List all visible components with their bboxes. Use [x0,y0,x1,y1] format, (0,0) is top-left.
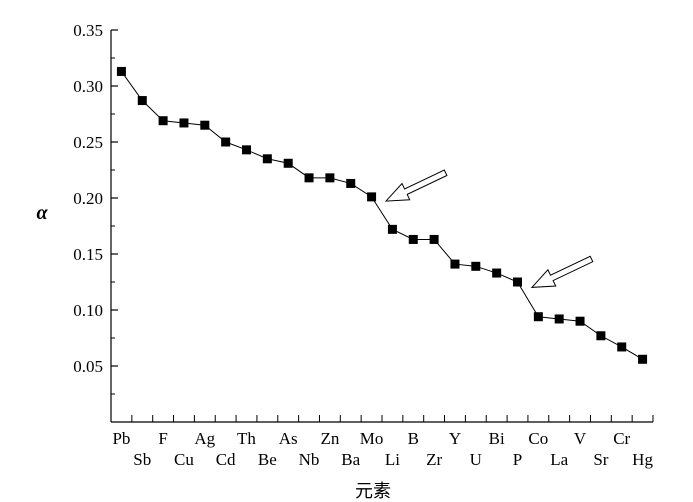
data-point [116,66,126,76]
data-point [617,342,627,352]
data-point [638,354,648,364]
x-tick-label: Cd [216,450,236,469]
y-tick-label: 0.10 [73,301,103,320]
series-line [121,71,643,360]
x-tick-label: Mo [360,429,384,448]
x-tick-label: Nb [299,450,320,469]
data-point [554,314,564,324]
data-point [575,316,585,326]
data-point [221,137,231,147]
x-tick-label: Pb [112,429,130,448]
y-tick-label: 0.25 [73,133,103,152]
data-point [596,331,606,341]
x-tick-label: Y [449,429,461,448]
y-tick-label: 0.15 [73,245,103,264]
data-markers [116,66,648,364]
data-point [262,154,272,164]
x-axis-title: 元素 [355,481,391,502]
data-point [533,312,543,322]
x-tick-label: Hg [632,450,653,469]
x-tick-label: Zr [426,450,442,469]
y-tick-label: 0.20 [73,189,103,208]
data-point [513,277,522,287]
x-tick-label: Bi [489,429,505,448]
x-tick-label: Co [528,429,548,448]
x-tick-label: Zn [320,429,339,448]
x-tick-label: Ba [341,450,360,469]
x-tick-label: V [574,429,587,448]
data-point [200,120,210,130]
y-axis-title: α [36,202,48,224]
x-tick-label: As [279,429,298,448]
data-point [158,116,168,126]
data-point [367,192,377,202]
annotation-arrows [384,169,594,288]
data-point [179,118,189,128]
data-point [325,173,335,183]
data-point [346,178,356,188]
x-tick-label: Cu [174,450,194,469]
data-point [137,96,147,106]
x-tick-label: Be [258,450,277,469]
x-tick-label: P [513,450,522,469]
x-tick-label: Sr [593,450,608,469]
x-tick-label: Cr [613,429,630,448]
axes [110,30,653,423]
annotation-arrow [530,255,594,288]
data-point [471,261,481,271]
data-point [242,145,251,155]
x-tick-label: Ag [194,429,215,448]
x-tick-label: B [408,429,419,448]
x-tick-label: U [470,450,482,469]
y-tick-label: 0.35 [73,21,103,40]
data-point [492,268,502,278]
data-point [304,173,314,183]
data-point [408,234,418,244]
data-point [387,224,397,234]
data-point [429,234,439,244]
x-tick-label: La [550,450,568,469]
data-point [450,259,460,269]
x-tick-label: F [158,429,167,448]
annotation-arrow [384,169,448,202]
y-tick-label: 0.30 [73,77,103,96]
x-tick-label: Sb [133,450,151,469]
y-tick-label: 0.05 [73,357,103,376]
x-tick-label: Li [385,450,400,469]
data-point [283,158,293,168]
y-ticks: 0.05 0.10 0.15 0.20 0.25 0.30 0.35 [73,21,118,395]
x-tick-label: Th [237,429,256,448]
